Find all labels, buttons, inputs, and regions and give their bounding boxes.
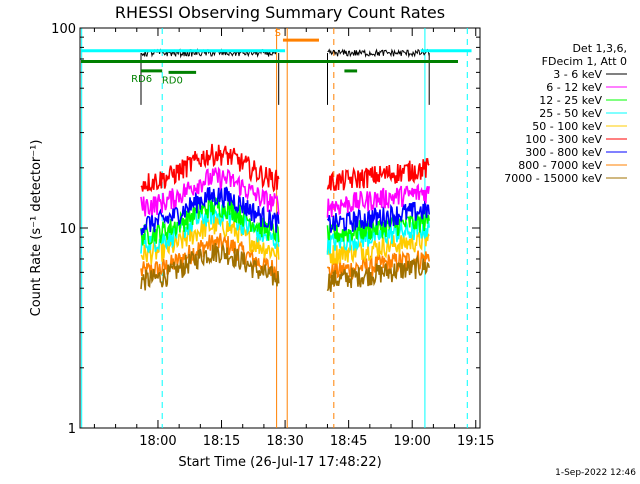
series-line-100-300keV <box>140 143 430 193</box>
series-line-6-12keV <box>140 166 430 218</box>
x-tick-label: 18:15 <box>203 434 240 449</box>
legend-entry-label: 50 - 100 keV <box>532 120 602 133</box>
y-tick-label: 100 <box>51 22 76 37</box>
y-axis: 1 10 100 <box>51 22 480 437</box>
legend-entry-label: 800 - 7000 keV <box>518 159 602 172</box>
chart-title: RHESSI Observing Summary Count Rates <box>115 3 445 22</box>
legend-entry-label: 3 - 6 keV <box>553 68 602 81</box>
legend-entry-label: 6 - 12 keV <box>546 81 602 94</box>
x-tick-label: 18:45 <box>330 434 367 449</box>
x-tick-label: 19:00 <box>393 434 430 449</box>
legend-entry-label: 100 - 300 keV <box>525 133 602 146</box>
x-axis: 18:00 18:15 18:30 18:45 19:00 19:15 <box>93 28 494 449</box>
series-line-300-800keV <box>140 186 430 236</box>
flag-bars: RD6 RD0 S <box>81 28 472 86</box>
x-axis-label: Start Time (26-Jul-17 17:48:22) <box>178 455 381 470</box>
x-tick-label: 18:00 <box>139 434 176 449</box>
flag-label: RD0 <box>162 75 183 86</box>
legend-header: FDecim 1, Att 0 <box>542 55 627 68</box>
legend-entry-label: 12 - 25 keV <box>539 94 602 107</box>
legend-entry-label: 25 - 50 keV <box>539 107 602 120</box>
flag-label: RD6 <box>131 74 152 85</box>
vertical-markers <box>81 28 468 428</box>
series-traces <box>140 47 430 292</box>
flag-label: S <box>275 28 281 39</box>
x-tick-label: 18:30 <box>266 434 303 449</box>
legend-header: Det 1,3,6, <box>572 42 627 55</box>
legend-entry-label: 300 - 800 keV <box>525 146 602 159</box>
legend-entry-label: 7000 - 15000 keV <box>504 172 602 185</box>
x-tick-label: 19:15 <box>457 434 494 449</box>
footer-date: 1-Sep-2022 12:46 <box>555 468 636 478</box>
y-tick-label: 10 <box>59 222 76 237</box>
series-line-3-6keV <box>140 47 430 105</box>
y-axis-label: Count Rate (s⁻¹ detector⁻¹) <box>29 140 44 317</box>
series-line-7000-15000keV <box>140 242 430 292</box>
y-tick-label: 1 <box>68 422 76 437</box>
